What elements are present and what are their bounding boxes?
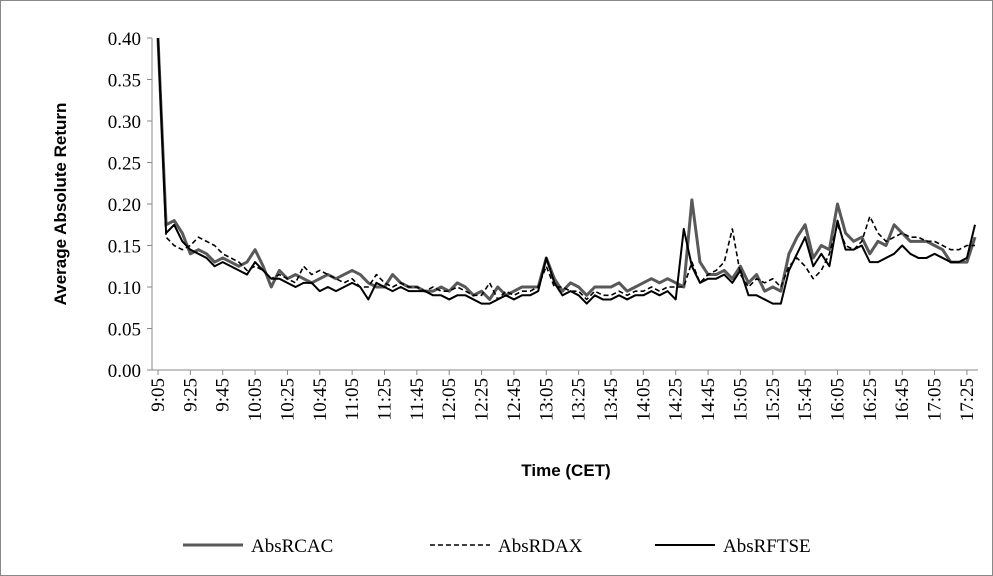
x-tick-label: 10:25	[277, 378, 298, 421]
y-tick-label: 0.20	[108, 195, 141, 216]
x-tick-label: 15:05	[730, 378, 751, 421]
x-axis-title: Time (CET)	[521, 461, 610, 480]
x-tick-label: 9:25	[180, 378, 201, 412]
x-tick-label: 17:25	[957, 378, 978, 421]
x-tick-label: 15:45	[795, 378, 816, 421]
legend-label: AbsRFTSE	[723, 536, 811, 557]
x-tick-label: 9:05	[148, 378, 169, 412]
y-tick-label: 0.35	[108, 71, 141, 92]
x-tick-label: 12:25	[472, 378, 493, 421]
legend-label: AbsRDAX	[498, 536, 583, 557]
x-tick-label: 9:45	[213, 378, 234, 412]
x-tick-label: 14:45	[698, 378, 719, 421]
x-tick-label: 13:25	[569, 378, 590, 421]
x-tick-label: 14:25	[666, 378, 687, 421]
y-tick-label: 0.05	[108, 320, 141, 341]
y-tick-label: 0.00	[108, 361, 141, 382]
y-axis-title: Average Absolute Return	[51, 103, 70, 306]
x-tick-label: 16:25	[860, 378, 881, 421]
x-tick-label: 10:05	[245, 378, 266, 421]
x-tick-label: 15:25	[763, 378, 784, 421]
y-tick-label: 0.10	[108, 278, 141, 299]
x-tick-label: 16:05	[827, 378, 848, 421]
y-tick-label: 0.25	[108, 154, 141, 175]
series-line	[156, 37, 977, 301]
y-tick-label: 0.30	[108, 112, 141, 133]
x-tick-label: 14:05	[633, 378, 654, 421]
x-tick-label: 13:05	[536, 378, 557, 421]
y-tick-label: 0.40	[108, 29, 141, 50]
series-line	[157, 37, 976, 305]
y-tick-label: 0.15	[108, 237, 141, 258]
x-tick-label: 10:45	[310, 378, 331, 421]
x-tick-label: 16:45	[892, 378, 913, 421]
x-tick-label: 13:45	[601, 378, 622, 421]
x-tick-label: 11:25	[374, 378, 395, 421]
legend-label: AbsRCAC	[251, 536, 333, 557]
x-tick-label: 11:05	[342, 378, 363, 421]
x-tick-label: 11:45	[407, 378, 428, 421]
x-tick-label: 12:05	[439, 378, 460, 421]
x-tick-label: 12:45	[504, 378, 525, 421]
x-tick-label: 17:05	[925, 378, 946, 421]
